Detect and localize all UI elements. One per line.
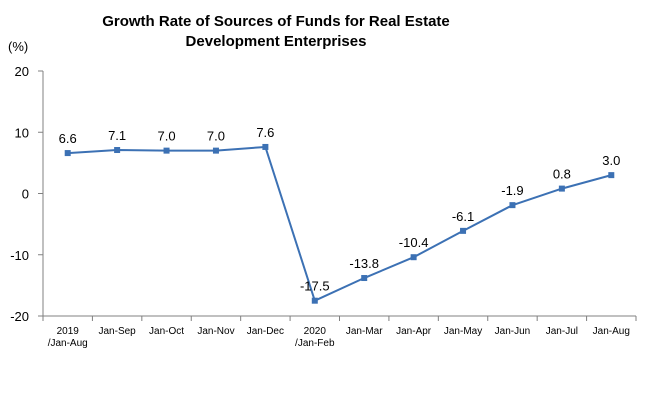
data-label: 6.6 [59,131,77,146]
data-point [114,147,121,154]
data-label: 7.1 [108,128,126,143]
data-label: 7.0 [207,129,225,144]
data-label: 7.6 [256,125,274,140]
data-point [64,150,71,157]
data-point [212,147,219,154]
x-tick-label: Jan-Aug [593,326,630,337]
y-tick-label: 10 [15,125,29,140]
chart-title-line-2: Development Enterprises [186,33,367,50]
data-label: 3.0 [602,153,620,168]
data-point [608,172,615,179]
data-point [558,185,565,192]
data-point [410,254,417,261]
x-tick-label: Jan-Jul [546,326,578,337]
x-tick-label: 2020 [304,326,327,337]
data-point [460,227,467,234]
y-tick-label: 0 [22,187,29,202]
x-tick-label: Jan-Dec [247,326,284,337]
x-tick-label: Jan-Jun [495,326,531,337]
x-tick-label: Jan-May [444,326,482,337]
data-label: -17.5 [300,279,330,294]
data-point [509,202,516,209]
data-label: -10.4 [399,235,429,250]
x-tick-label: Jan-Apr [396,326,432,337]
y-tick-label: -10 [10,248,29,263]
x-tick-label: Jan-Oct [149,326,184,337]
data-label: -6.1 [452,209,474,224]
x-tick-label: Jan-Nov [197,326,234,337]
x-tick-label: /Jan-Feb [295,338,335,349]
series-line [67,145,612,302]
y-axis-unit: (%) [8,39,28,54]
data-label: 7.0 [158,129,176,144]
data-point [311,297,318,304]
data-label: -13.8 [349,256,379,271]
x-tick-label: Jan-Sep [99,326,137,337]
data-point [361,275,368,282]
x-tick-label: 2019 [57,326,80,337]
chart-title-line-1: Growth Rate of Sources of Funds for Real… [102,13,450,30]
x-tick-label: /Jan-Aug [48,338,88,349]
data-point [163,147,170,154]
y-tick-label: 20 [15,64,29,79]
y-tick-label: -20 [10,309,29,324]
data-label: 0.8 [553,167,571,182]
data-label: -1.9 [501,183,523,198]
data-point [262,143,269,150]
x-tick-label: Jan-Mar [346,326,383,337]
